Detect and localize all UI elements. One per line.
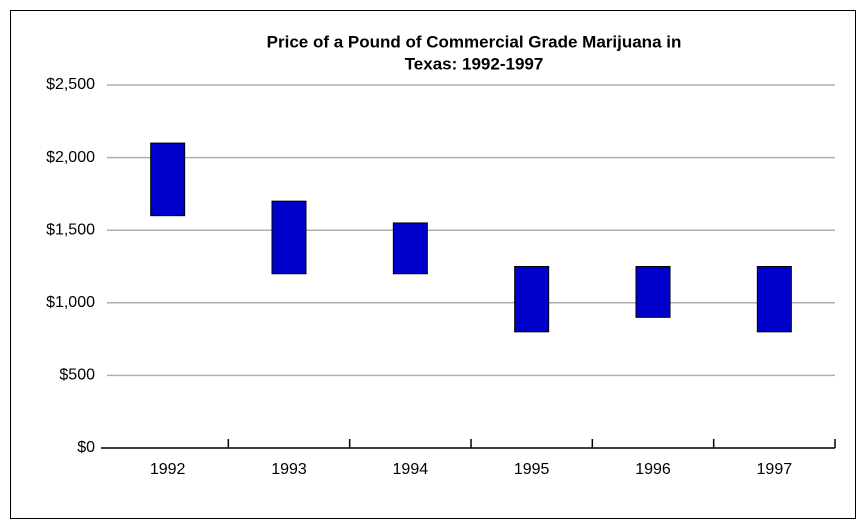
range-bar bbox=[150, 142, 186, 217]
chart-title: Texas: 1992-1997 bbox=[405, 54, 544, 73]
y-tick-label: $1,500 bbox=[46, 221, 95, 238]
range-bar bbox=[514, 266, 550, 333]
chart-title: Price of a Pound of Commercial Grade Mar… bbox=[267, 32, 682, 51]
x-tick-label: 1992 bbox=[150, 461, 186, 478]
y-tick-label: $1,000 bbox=[46, 294, 95, 311]
range-bar bbox=[756, 266, 792, 333]
x-tick-label: 1996 bbox=[635, 461, 671, 478]
x-tick-label: 1997 bbox=[757, 461, 793, 478]
x-tick-label: 1995 bbox=[514, 461, 550, 478]
y-tick-label: $2,500 bbox=[46, 76, 95, 93]
y-tick-label: $500 bbox=[59, 367, 95, 384]
y-tick-label: $2,000 bbox=[46, 149, 95, 166]
range-bar bbox=[271, 200, 307, 275]
chart-border bbox=[10, 10, 856, 519]
x-tick-label: 1993 bbox=[271, 461, 307, 478]
range-bar bbox=[635, 266, 671, 318]
range-bar bbox=[392, 222, 428, 275]
y-tick-label: $0 bbox=[77, 439, 95, 456]
x-tick-label: 1994 bbox=[393, 461, 429, 478]
